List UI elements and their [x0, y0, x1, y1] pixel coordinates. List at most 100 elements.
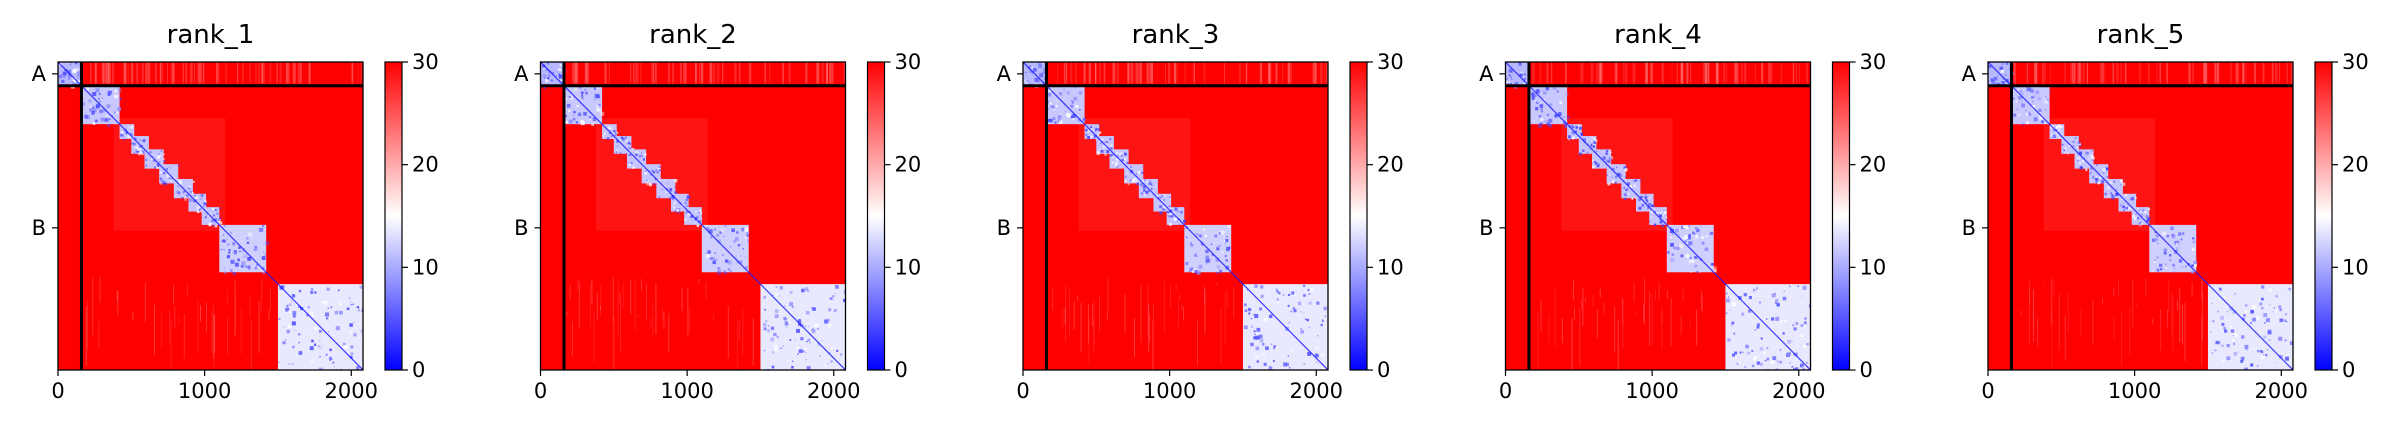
stripe [108, 295, 110, 297]
stripe [1148, 303, 1150, 352]
texture [1055, 99, 1058, 102]
texture [2053, 129, 2055, 131]
texture [763, 327, 767, 331]
texture [698, 211, 701, 214]
texture [1522, 75, 1525, 78]
texture [1695, 235, 1699, 239]
stripe [1312, 62, 1316, 84]
texture [1696, 270, 1699, 273]
texture [86, 87, 90, 91]
texture [1737, 361, 1741, 365]
stripe [575, 62, 577, 84]
colorbar-tick-label: 0 [2342, 358, 2355, 382]
texture [2085, 151, 2089, 156]
texture [1586, 138, 1588, 140]
texture [741, 244, 743, 246]
texture [1566, 92, 1569, 95]
texture [277, 361, 280, 364]
stripe [667, 62, 671, 84]
texture [92, 108, 97, 113]
texture [160, 150, 163, 152]
texture [2015, 100, 2018, 103]
texture [2016, 108, 2019, 111]
stripe [1644, 278, 1646, 325]
texture [123, 138, 126, 141]
stripe [695, 62, 697, 84]
stripe [1564, 62, 1567, 84]
texture [1197, 236, 1201, 240]
texture [241, 261, 246, 266]
texture [2013, 97, 2015, 100]
stripe [1224, 290, 1226, 344]
texture [1308, 292, 1311, 295]
texture [114, 111, 116, 114]
texture [588, 118, 591, 121]
texture [717, 267, 720, 270]
texture [1601, 149, 1603, 151]
texture [1195, 232, 1199, 236]
texture [663, 185, 666, 188]
stripe [178, 318, 180, 323]
colorbar-tick-label: 30 [2342, 50, 2369, 74]
texture [558, 74, 563, 79]
stripe [2165, 296, 2167, 298]
texture [2251, 305, 2256, 309]
stripe [1596, 309, 1598, 339]
texture [628, 147, 632, 151]
texture [1734, 356, 1737, 359]
texture [544, 77, 546, 79]
texture [1321, 320, 1324, 323]
texture [1085, 128, 1088, 132]
texture [343, 345, 348, 349]
texture [1043, 71, 1046, 74]
texture [162, 181, 166, 185]
texture [1048, 88, 1053, 93]
texture [1626, 188, 1629, 190]
texture [230, 259, 235, 264]
texture [223, 267, 226, 269]
texture [1783, 290, 1785, 293]
texture [145, 164, 148, 167]
stripe [1131, 62, 1134, 84]
stripe [1615, 62, 1618, 84]
texture [1073, 99, 1075, 101]
stripe [260, 296, 262, 311]
stripe [1136, 62, 1139, 84]
texture [1760, 337, 1763, 340]
texture [1207, 264, 1209, 266]
stripe [100, 62, 102, 84]
stripe [145, 62, 147, 84]
texture [1624, 197, 1627, 201]
texture [182, 192, 184, 194]
stripe [1130, 62, 1133, 84]
texture [1276, 290, 1279, 293]
texture [311, 288, 314, 291]
texture [774, 309, 779, 314]
texture [776, 335, 779, 338]
texture [2285, 356, 2290, 361]
texture [684, 202, 687, 205]
texture [564, 98, 568, 101]
texture [2050, 133, 2054, 137]
texture [2033, 117, 2038, 122]
texture [650, 174, 652, 176]
texture [2091, 156, 2095, 160]
stripe [1077, 295, 1079, 301]
texture [1648, 202, 1652, 207]
texture [700, 212, 703, 214]
texture [2279, 354, 2283, 359]
texture [2034, 95, 2036, 97]
stripe [1596, 62, 1598, 84]
texture [262, 272, 265, 275]
texture [2122, 182, 2126, 186]
texture [619, 152, 622, 155]
texture [61, 79, 65, 83]
texture [255, 248, 258, 251]
texture [1174, 207, 1178, 211]
texture [1142, 188, 1146, 192]
texture [330, 306, 333, 309]
stripe [2064, 62, 2066, 84]
texture [338, 302, 342, 306]
texture [226, 238, 228, 240]
texture [2087, 158, 2090, 160]
